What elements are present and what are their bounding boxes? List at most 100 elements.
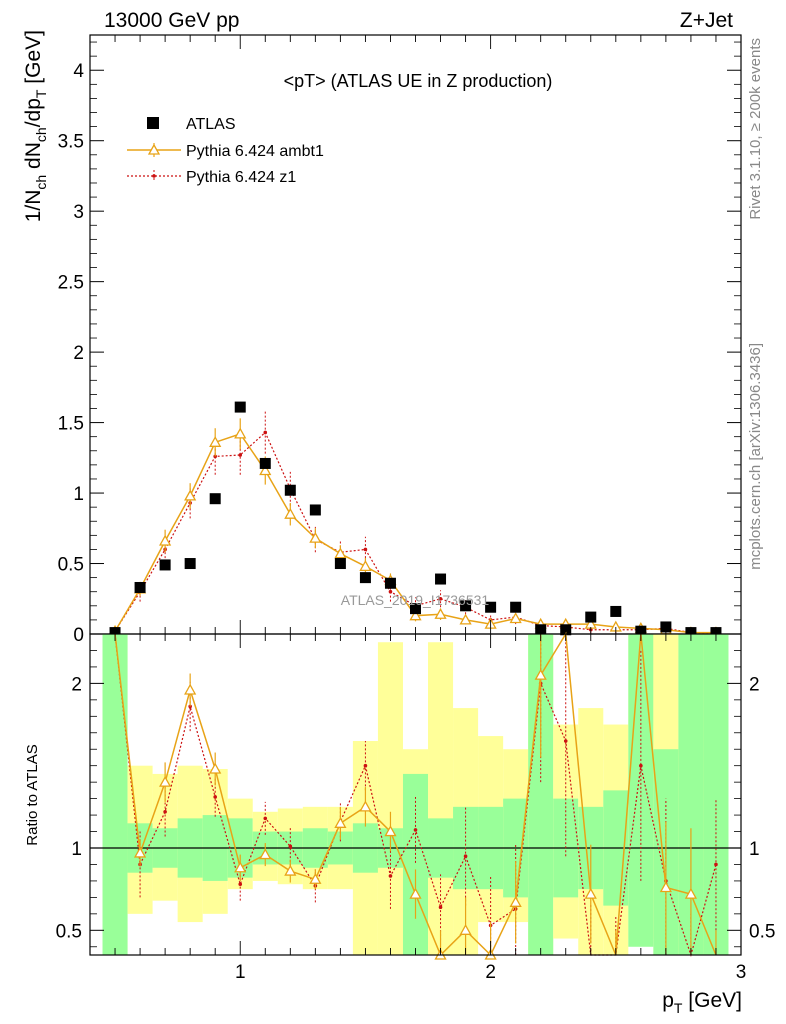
main-y-tick-label: 4 bbox=[73, 61, 84, 82]
legend-ambt1-label: Pythia 6.424 ambt1 bbox=[186, 143, 324, 160]
atlas-data-point bbox=[460, 600, 472, 612]
atlas-data-point bbox=[284, 484, 296, 496]
atlas-data-point bbox=[134, 581, 146, 593]
main-y-tick-label: 0.5 bbox=[58, 555, 84, 576]
header-left-label: 13000 GeV pp bbox=[104, 9, 239, 32]
atlas-data-point bbox=[259, 457, 271, 469]
ratio-x-tick-label: 3 bbox=[736, 962, 747, 983]
ambt1-data-point bbox=[334, 547, 347, 559]
ratio-y-tick-label: 1 bbox=[71, 839, 82, 860]
z1-ratio-point bbox=[388, 874, 393, 878]
chart-title: <pT> (ATLAS UE in Z production) bbox=[284, 71, 553, 91]
main-y-tick-label: 2.5 bbox=[58, 273, 84, 294]
ambt1-ratio-point bbox=[234, 861, 247, 873]
xlabel-part-1: p bbox=[662, 989, 674, 1012]
analysis-watermark: ATLAS_2019_I1736531 bbox=[341, 592, 490, 608]
ambt1-ratio-point bbox=[284, 864, 297, 876]
ambt1-ratio-point bbox=[359, 800, 372, 812]
ambt1-ratio-point bbox=[509, 895, 522, 907]
ambt1-data-point bbox=[184, 489, 197, 501]
main-y-tick-label: 1 bbox=[73, 484, 84, 505]
z1-ratio-point bbox=[438, 905, 443, 910]
z1-ratio-point bbox=[714, 862, 718, 867]
x-axis-label: pT [GeV] bbox=[662, 989, 742, 1016]
z1-ratio-point bbox=[363, 763, 368, 768]
legend-z1-label: Pythia 6.424 z1 bbox=[186, 169, 296, 186]
ambt1-data-point bbox=[159, 534, 172, 546]
ylabel-part-3: /dp bbox=[22, 98, 45, 127]
atlas-data-point bbox=[585, 611, 597, 623]
ambt1-ratio-point bbox=[409, 887, 422, 899]
ambt1-ratio-point bbox=[684, 887, 698, 899]
ambt1-ratio-point bbox=[209, 762, 222, 774]
ambt1-data-point bbox=[434, 607, 447, 619]
z1-data-point bbox=[263, 430, 268, 435]
ylabel-sub-3: T bbox=[33, 89, 49, 98]
main-panel: ATLAS_2019_I1736531 0 0.5 1 1.5 2 2.5 3 3.5 4 <p… bbox=[22, 30, 742, 646]
stat-uncertainty-band bbox=[402, 773, 429, 955]
atlas-data-point bbox=[435, 573, 447, 585]
total-uncertainty-band bbox=[377, 642, 403, 955]
ratio-uncertainty-bands bbox=[102, 634, 729, 955]
main-y-tick-label: 3 bbox=[73, 202, 84, 223]
main-y-tick-label: 2 bbox=[73, 343, 84, 364]
atlas-data-point bbox=[334, 558, 346, 570]
ambt1-data-point bbox=[509, 612, 522, 624]
ambt1-ratio-point bbox=[159, 775, 172, 787]
ratio-y-tick-label: 2 bbox=[71, 674, 82, 695]
ratio-y-tick-label-right: 2 bbox=[749, 674, 760, 695]
ylabel-part-2: dN bbox=[22, 142, 45, 175]
ambt1-data-point bbox=[459, 613, 472, 625]
ambt1-ratio-point bbox=[534, 668, 547, 680]
ambt1-data-point bbox=[309, 531, 322, 543]
legend-atlas-marker bbox=[147, 117, 159, 129]
stat-uncertainty-band bbox=[703, 634, 729, 955]
atlas-data-point bbox=[384, 577, 396, 589]
rivet-version-label: Rivet 3.1.10, ≥ 200k events bbox=[747, 38, 764, 220]
ambt1-data-point bbox=[209, 435, 222, 447]
ylabel-sub-1: ch bbox=[33, 175, 49, 190]
atlas-data-point bbox=[359, 572, 371, 584]
ylabel-sub-2: ch bbox=[33, 127, 49, 142]
z1-ratio-point bbox=[163, 809, 167, 814]
legend-ambt1-marker bbox=[147, 143, 161, 155]
ambt1-data-point bbox=[284, 507, 297, 519]
atlas-data-point bbox=[309, 504, 321, 516]
atlas-data-point bbox=[159, 559, 171, 571]
main-y-tick-label: 0 bbox=[73, 625, 84, 646]
main-x-ticks bbox=[114, 35, 717, 634]
z1-ratio-point bbox=[263, 816, 268, 821]
ratio-y-tick-label-right: 0.5 bbox=[749, 921, 775, 942]
z1-ratio-point bbox=[639, 763, 643, 768]
legend-atlas-label: ATLAS bbox=[186, 116, 236, 133]
legend: ATLAS Pythia 6.424 ambt1 Pythia 6.424 z1 bbox=[127, 116, 324, 186]
ratio-x-axis: 1 2 3 bbox=[114, 634, 747, 983]
ambt1-data-point bbox=[259, 464, 272, 476]
ambt1-data-point bbox=[409, 609, 422, 621]
ambt1-ratio-point bbox=[584, 887, 597, 899]
z1-ratio-point bbox=[463, 854, 468, 859]
ambt1-ratio-point bbox=[184, 683, 197, 695]
ratio-y-tick-label-right: 1 bbox=[749, 839, 760, 860]
z1-ratio-point bbox=[413, 828, 418, 832]
atlas-data-point bbox=[184, 558, 196, 570]
z1-ratio-point bbox=[213, 795, 217, 799]
header-right-label: Z+Jet bbox=[680, 9, 733, 32]
main-y-axis: 0 0.5 1 1.5 2 2.5 3 3.5 4 bbox=[58, 41, 741, 646]
ambt1-ratio-point bbox=[659, 881, 672, 893]
ratio-y-axis: 0.5 0.5 1 1 2 2 bbox=[56, 650, 775, 948]
z1-data-point bbox=[388, 589, 393, 594]
ratio-x-tick-label: 1 bbox=[235, 962, 246, 983]
main-y-tick-label: 1.5 bbox=[58, 414, 84, 435]
ratio-y-axis-label: Ratio to ATLAS bbox=[24, 744, 41, 845]
main-y-axis-label: 1/Nch dNch/dpT [GeV] bbox=[22, 30, 49, 222]
z1-data-point bbox=[438, 596, 443, 601]
ratio-y-tick-label: 0.5 bbox=[56, 921, 82, 942]
xlabel-sub: T bbox=[674, 1000, 683, 1016]
atlas-data-point bbox=[410, 603, 421, 615]
xlabel-part-2: [GeV] bbox=[682, 989, 742, 1012]
ambt1-ratio-point bbox=[259, 848, 272, 860]
stat-uncertainty-band bbox=[628, 634, 654, 947]
ambt1-ratio-point bbox=[384, 825, 397, 837]
mcplots-label: mcplots.cern.ch [arXiv:1306.3436] bbox=[747, 343, 764, 570]
